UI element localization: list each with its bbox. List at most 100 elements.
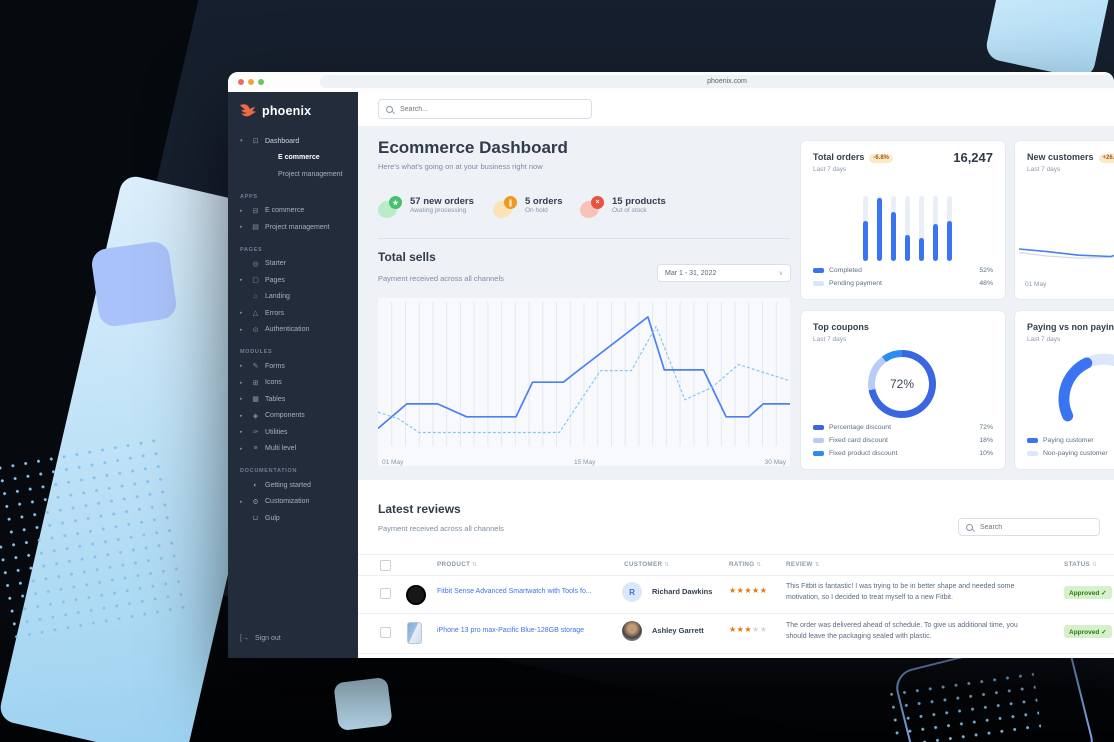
dashboard-icon: ⊡ xyxy=(252,138,259,146)
stat-caption: On hold xyxy=(525,207,548,215)
traffic-zoom-button[interactable] xyxy=(258,79,264,85)
order-bar-track xyxy=(891,196,896,261)
browser-chrome: phoenix.com xyxy=(228,72,1114,93)
sparkline-x-label: 01 May xyxy=(1025,281,1047,288)
caret-icon: ▸ xyxy=(240,379,243,386)
url-text: phoenix.com xyxy=(707,78,747,85)
sidebar-item-icons[interactable]: ▸ ⊞ Icons xyxy=(228,375,358,392)
order-bar-fill xyxy=(905,235,910,261)
sidebar-item-project-management[interactable]: ▸ ▤ Project management xyxy=(228,219,358,236)
card-period: Last 7 days xyxy=(813,166,847,173)
sidebar-item-project-management[interactable]: Project management xyxy=(228,166,358,183)
chevron-down-icon: ∨ xyxy=(778,270,783,277)
date-range-select[interactable]: Mar 1 - 31, 2022 ∨ xyxy=(657,264,791,282)
sidebar-item-components[interactable]: ▸ ◈ Components xyxy=(228,408,358,425)
components-icon: ◈ xyxy=(252,412,259,420)
global-search-input[interactable] xyxy=(398,104,584,114)
total-orders-card: Total orders -6.8% Last 7 days 16,247 Com… xyxy=(800,140,1006,300)
sort-icon: ⇅ xyxy=(756,562,762,568)
total-orders-value: 16,247 xyxy=(953,150,993,165)
column-customer[interactable]: CUSTOMER ⇅ xyxy=(624,561,670,568)
column-product[interactable]: PRODUCT ⇅ xyxy=(437,561,478,568)
clipboard-icon: ▤ xyxy=(252,224,259,232)
paying-card: Paying vs non paying Last 7 days Paying … xyxy=(1014,310,1114,470)
order-bar-track xyxy=(933,196,938,261)
card-title: Top coupons xyxy=(813,322,869,332)
sidebar-item-e-commerce[interactable]: ▸ ⊟ E commerce xyxy=(228,203,358,220)
logo[interactable]: phoenix xyxy=(228,92,358,125)
legend-percentage-discount: Percentage discount 72% xyxy=(813,424,993,431)
decor-periwinkle-square xyxy=(89,239,179,329)
sidebar-item-errors[interactable]: ▸ △ Errors xyxy=(228,305,358,322)
sidebar-item-landing[interactable]: ⌂ Landing xyxy=(228,289,358,306)
sidebar-item-dashboard[interactable]: ▾ ⊡ Dashboard xyxy=(228,133,358,150)
customer-name: Richard Dawkins xyxy=(652,587,713,596)
sidebar-item-label: E commerce xyxy=(265,207,305,215)
row-checkbox[interactable] xyxy=(380,627,391,638)
decor-dot-grid-left xyxy=(0,433,189,643)
select-all-checkbox[interactable] xyxy=(380,560,391,571)
column-review[interactable]: REVIEW ⇅ xyxy=(786,561,820,568)
cart-icon: ⊟ xyxy=(252,207,259,215)
star-icon: ★ xyxy=(736,586,745,595)
legend-swatch xyxy=(813,438,824,443)
sidebar-item-pages[interactable]: ▸ ▢ Pages xyxy=(228,272,358,289)
legend-swatch xyxy=(1027,451,1038,456)
star-icon: ★ xyxy=(744,586,753,595)
total-sells-chart-svg xyxy=(377,302,791,446)
product-link[interactable]: iPhone 13 pro max-Pacific Blue-128GB sto… xyxy=(437,627,585,634)
star-icon: ★ xyxy=(759,625,768,634)
legend-non-paying: Non-paying customer xyxy=(1027,450,1114,457)
change-badge: -6.8% xyxy=(869,153,894,163)
order-bar-fill xyxy=(877,197,882,261)
table-row: iPhone 13 pro max-Pacific Blue-128GB sto… xyxy=(358,613,1114,654)
sidebar-section-documentation: DOCUMENTATION xyxy=(240,468,298,474)
sort-icon: ⇅ xyxy=(472,562,478,568)
sidebar-item-customization[interactable]: ▸ ⚙ Customization xyxy=(228,494,358,511)
card-title: New customers+26.5% xyxy=(1027,152,1114,163)
sidebar-item-starter[interactable]: ◎ Starter xyxy=(228,256,358,273)
lock-icon: ⊙ xyxy=(252,326,259,334)
customer-avatar: R xyxy=(622,582,642,602)
column-status[interactable]: STATUS ⇅ xyxy=(1064,561,1098,568)
sidebar-item-authentication[interactable]: ▸ ⊙ Authentication xyxy=(228,322,358,339)
status-badge: Approved ✓ xyxy=(1064,625,1112,638)
reviews-search-input[interactable] xyxy=(978,522,1092,532)
sidebar-item-label: Gulp xyxy=(265,514,280,522)
sidebar-item-getting-started[interactable]: ◐ Getting started xyxy=(228,477,358,494)
star-icon: ★ xyxy=(752,586,760,595)
product-link[interactable]: Fitbit Sense Advanced Smartwatch with To… xyxy=(437,588,592,595)
sidebar-item-utilities[interactable]: ▸ ✑ Utilities xyxy=(228,424,358,441)
caret-icon: ▸ xyxy=(240,310,243,317)
legend-swatch xyxy=(1027,438,1038,443)
sidebar-item-forms[interactable]: ▸ ✎ Forms xyxy=(228,358,358,375)
gear-icon: ⚙ xyxy=(252,498,259,506)
star-icon: ★ xyxy=(736,625,745,634)
caret-icon: ▸ xyxy=(240,224,243,231)
card-title: Paying vs non paying xyxy=(1027,322,1114,332)
sidebar-item-e-commerce[interactable]: E commerce xyxy=(228,150,358,167)
table-row: Fitbit Sense Advanced Smartwatch with To… xyxy=(358,574,1114,614)
sidebar-item-multi-level[interactable]: ▸ ≡ Multi level xyxy=(228,441,358,458)
traffic-close-button[interactable] xyxy=(238,79,244,85)
product-thumbnail xyxy=(404,582,426,605)
page-subtitle: Here's what's going on at your business … xyxy=(378,162,543,171)
column-rating[interactable]: RATING ⇅ xyxy=(729,561,762,568)
sidebar-item-gulp[interactable]: ⊔ Gulp xyxy=(228,510,358,527)
sidebar: phoenix ▾ ⊡ Dashboard E commerce Project man… xyxy=(228,92,358,658)
reviews-search[interactable] xyxy=(958,518,1100,536)
url-bar[interactable]: phoenix.com xyxy=(320,75,1114,88)
row-checkbox[interactable] xyxy=(380,588,391,599)
order-bar-track xyxy=(905,196,910,261)
donut-center-value: 72% xyxy=(889,377,915,391)
global-search[interactable] xyxy=(378,99,592,119)
stat-orders-on-hold: ∥ 5 orders On hold xyxy=(493,196,563,218)
sidebar-item-tables[interactable]: ▸ ▦ Tables xyxy=(228,391,358,408)
sort-icon: ⇅ xyxy=(814,562,820,568)
sign-out-button[interactable]: [→ Sign out xyxy=(240,635,281,642)
star-icon: ★ xyxy=(729,625,737,634)
traffic-minimize-button[interactable] xyxy=(248,79,254,85)
search-icon xyxy=(386,105,393,113)
sidebar-item-label: Dashboard xyxy=(265,137,300,145)
